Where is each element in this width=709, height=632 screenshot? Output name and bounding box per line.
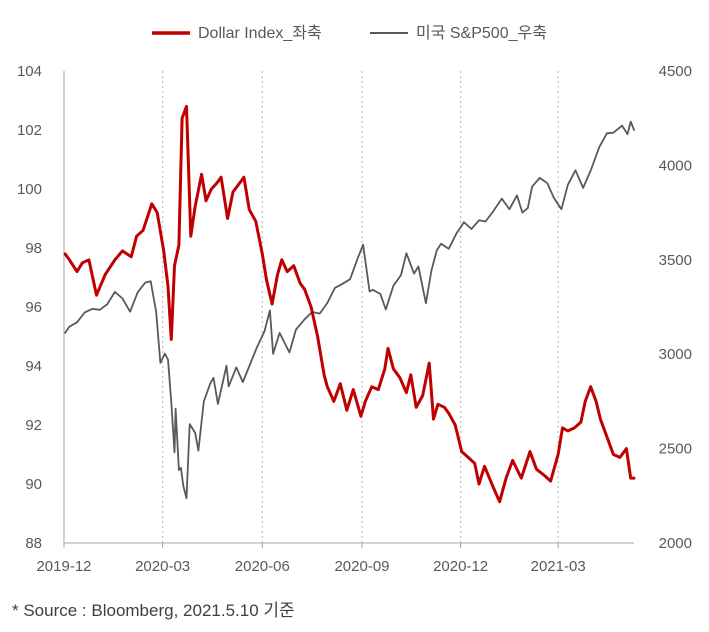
y-right-tick-label: 2500 <box>659 441 692 458</box>
legend-label-sp500: 미국 S&P500_우축 <box>416 24 547 42</box>
y-right-tick-label: 4000 <box>659 157 692 174</box>
y-right-tick-label: 3000 <box>659 346 692 363</box>
y-right-tick-label: 4500 <box>659 63 692 80</box>
sp500-series <box>64 120 635 500</box>
axes: 2019-12 2020-03 2020-06 2020-09 2020-12 2021-… <box>17 63 692 575</box>
x-tick-label: 2020-09 <box>334 558 389 575</box>
x-tick-label: 2020-12 <box>433 558 488 575</box>
x-tick-label: 2021-03 <box>531 558 586 575</box>
dollar-index-series <box>63 104 636 504</box>
x-tick-label: 2020-06 <box>235 558 290 575</box>
y-right-tick-label: 2000 <box>659 535 692 552</box>
y-left-tick-label: 96 <box>25 299 42 316</box>
dollar-index-line <box>63 104 636 504</box>
y-left-tick-label: 88 <box>25 535 42 552</box>
x-tick-label: 2020-03 <box>135 558 190 575</box>
legend-label-dollar-index: Dollar Index_좌축 <box>198 24 322 42</box>
gridlines <box>162 71 559 543</box>
legend: Dollar Index_좌축 미국 S&P500_우축 <box>152 24 547 42</box>
y-left-tick-label: 100 <box>17 181 42 198</box>
x-tick-label: 2019-12 <box>36 558 91 575</box>
sp500-line <box>64 120 635 500</box>
y-left-tick-label: 102 <box>17 122 42 139</box>
y-left-tick-label: 90 <box>25 476 42 493</box>
y-left-tick-label: 98 <box>25 240 42 257</box>
y-left-tick-label: 104 <box>17 63 42 80</box>
y-right-tick-label: 3500 <box>659 252 692 269</box>
source-note: * Source : Bloomberg, 2021.5.10 기준 <box>12 601 295 620</box>
y-left-tick-label: 92 <box>25 417 42 434</box>
y-left-tick-label: 94 <box>25 358 42 375</box>
